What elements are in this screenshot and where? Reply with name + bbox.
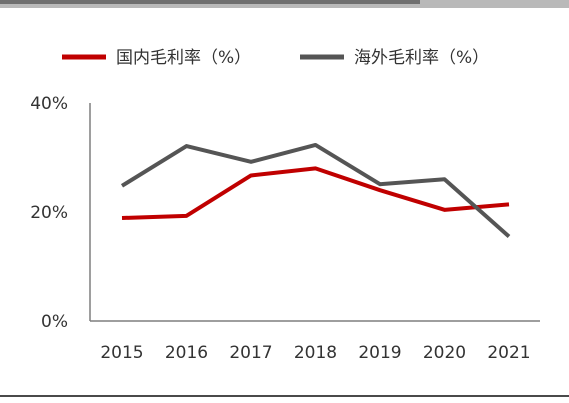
x-tick-label: 2015 bbox=[100, 343, 143, 363]
x-tick-label: 2020 bbox=[423, 343, 466, 363]
top-divider-accent bbox=[0, 0, 420, 4]
y-tick-label: 40% bbox=[30, 94, 68, 114]
series-line-2 bbox=[120, 142, 511, 239]
series-line-1 bbox=[121, 166, 510, 220]
legend-label-1: 国内毛利率（%） bbox=[116, 48, 251, 68]
x-tick-label: 2017 bbox=[229, 343, 272, 363]
legend: 国内毛利率（%） 海外毛利率（%） bbox=[62, 48, 489, 68]
top-divider bbox=[0, 0, 569, 8]
x-tick-label: 2018 bbox=[294, 343, 337, 363]
y-tick-label: 20% bbox=[30, 203, 68, 223]
x-tick-label: 2016 bbox=[165, 343, 208, 363]
axes: 0% 20% 40% 2015 2016 2017 2018 2019 2020 2021 bbox=[30, 94, 540, 363]
y-tick-label: 0% bbox=[41, 312, 68, 332]
legend-label-2: 海外毛利率（%） bbox=[354, 48, 489, 68]
x-tick-label: 2019 bbox=[358, 343, 401, 363]
series-layer bbox=[120, 142, 511, 239]
bottom-divider bbox=[0, 395, 569, 397]
x-tick-label: 2021 bbox=[487, 343, 530, 363]
